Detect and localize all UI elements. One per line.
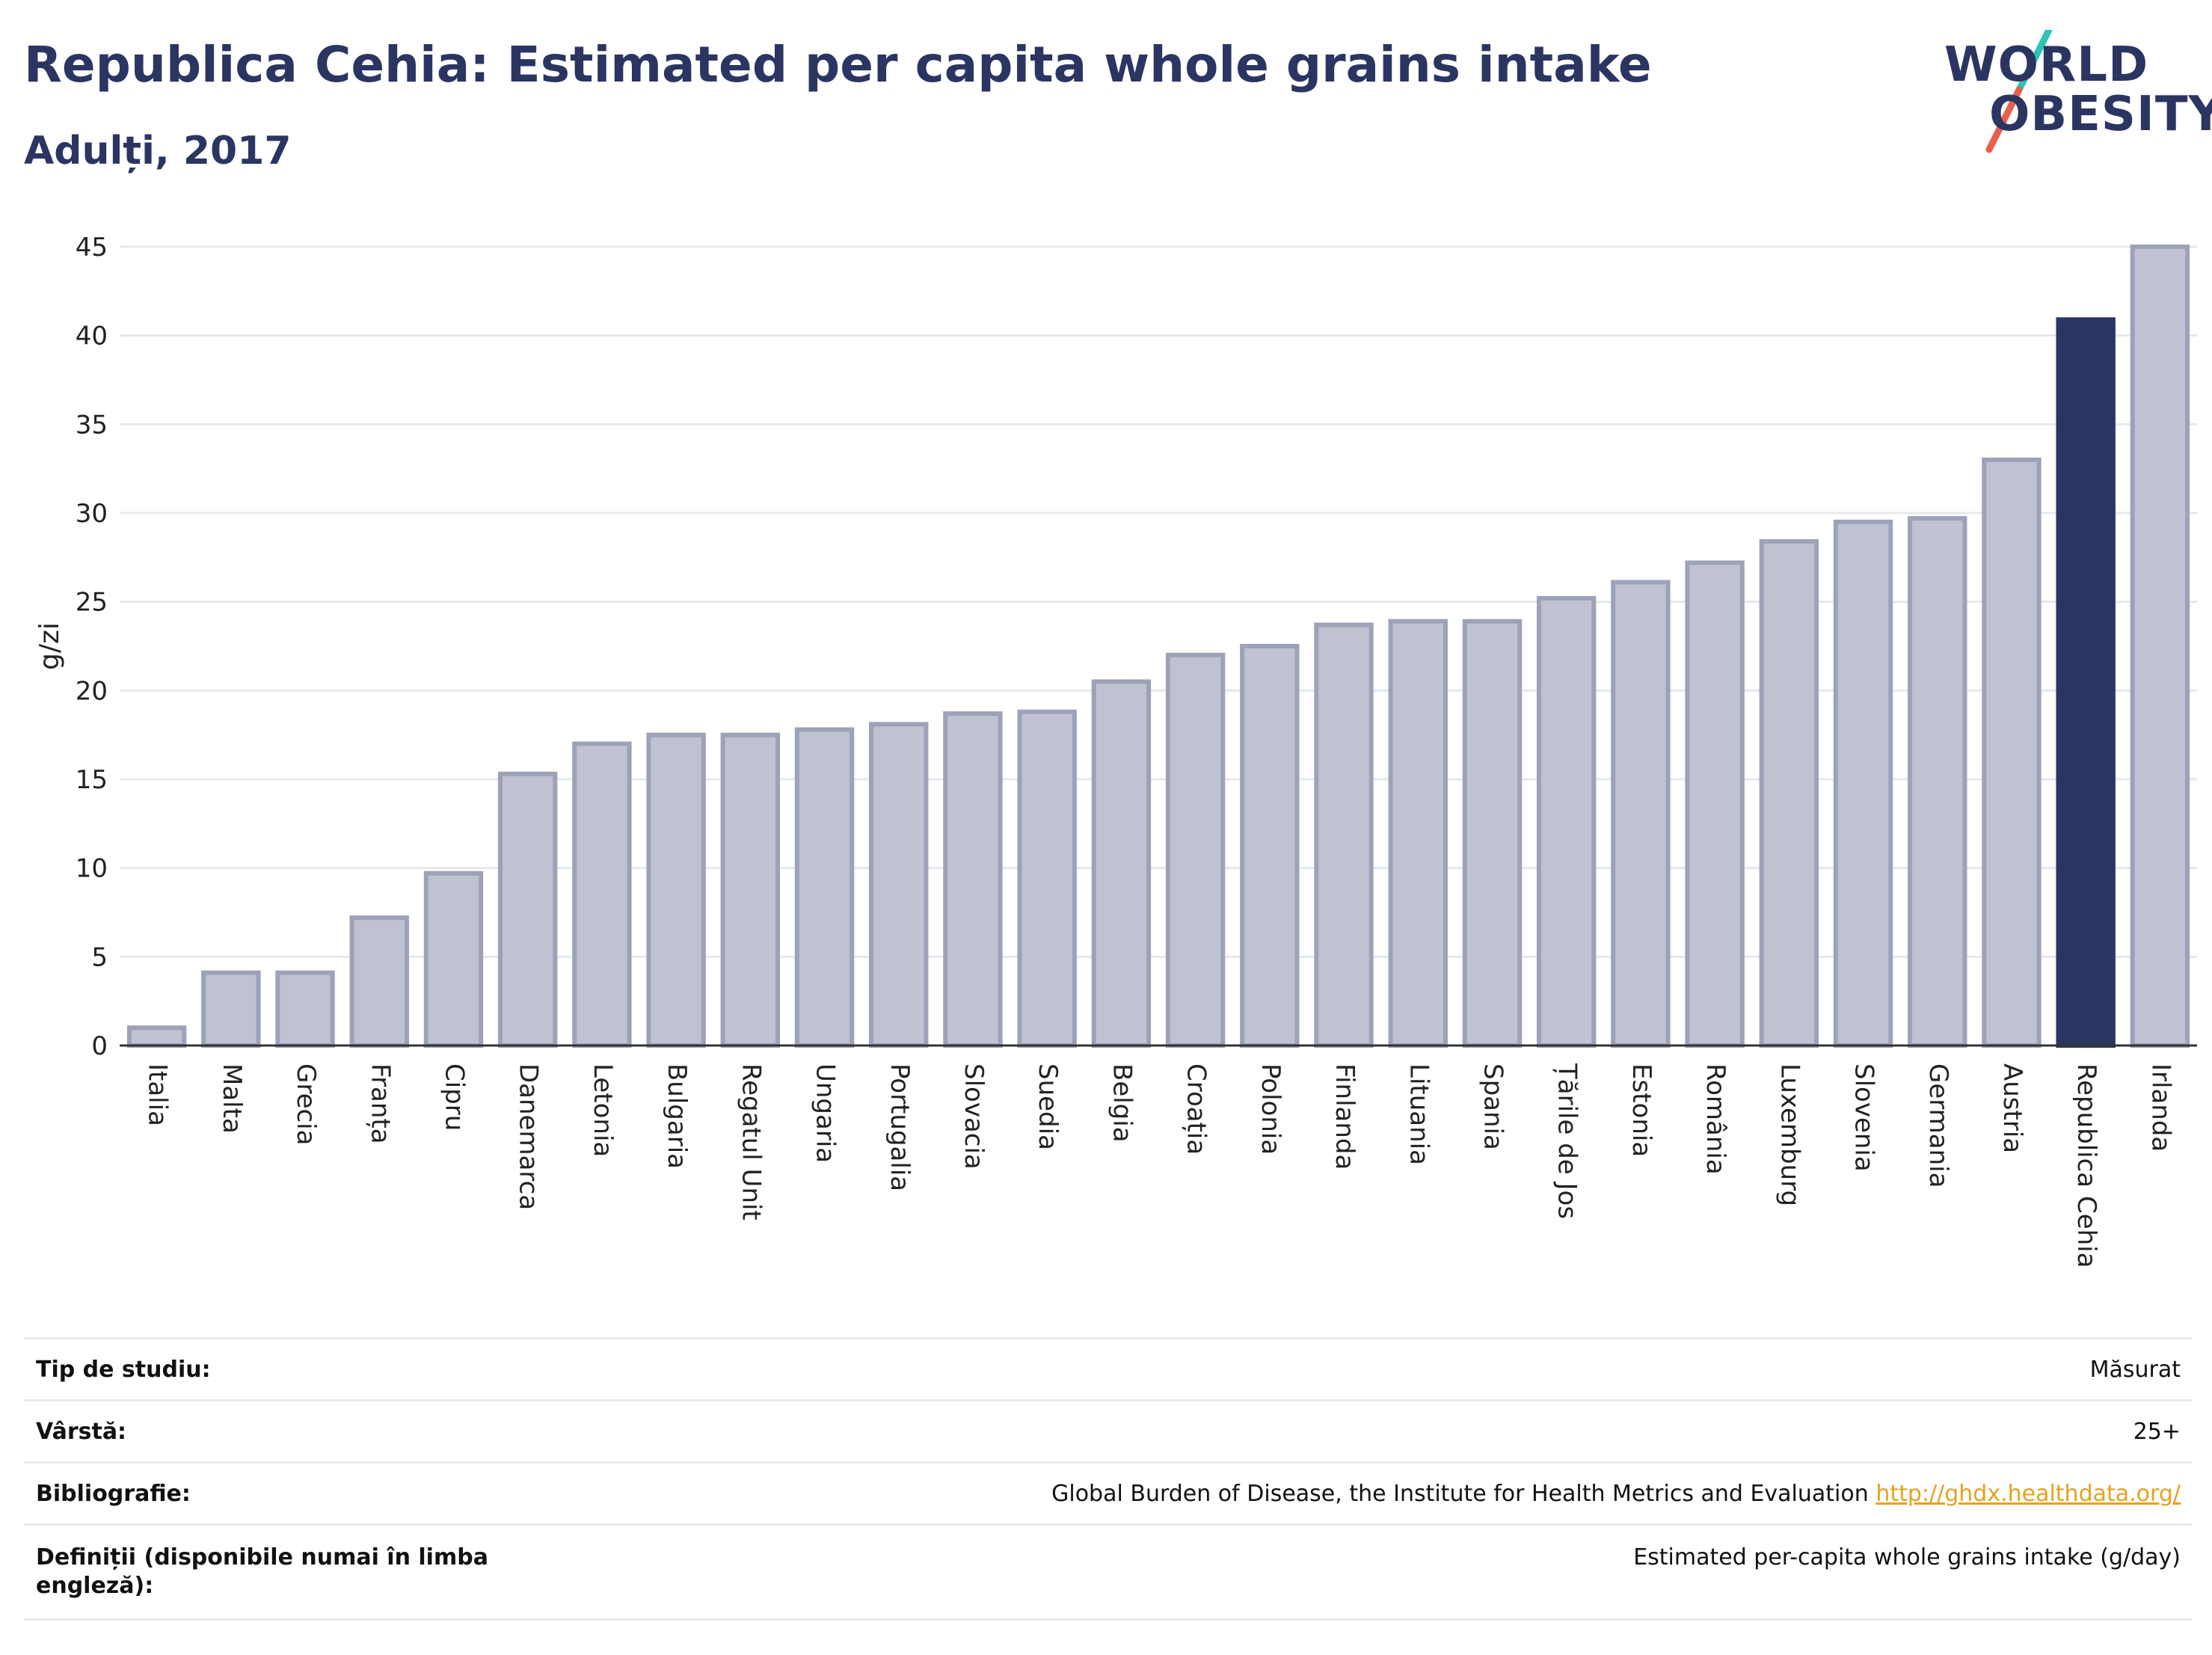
bar [646,732,706,1048]
x-tick-label: Spania [1478,1063,1508,1150]
logo-text-obesity: OBESITY [1989,87,2212,142]
info-label-age: Vârstă: [36,1419,127,1445]
info-value-bibliography: Global Burden of Disease, the Institute … [1051,1480,2181,1508]
x-tick-label: Suedia [1033,1063,1063,1150]
bar [1091,679,1152,1048]
info-value-definitions: Estimated per-capita whole grains intake… [1633,1544,2181,1570]
logo-text-world: WORLD [1944,37,2149,93]
y-tick-label: 5 [91,942,108,972]
x-tick-label: Grecia [291,1063,321,1145]
info-value-study-type: Măsurat [2089,1357,2181,1383]
bar [794,727,855,1048]
bar [349,915,409,1048]
x-tick-label: Țările de Jos [1552,1063,1582,1219]
x-tick-label: Germania [1923,1063,1953,1188]
x-tick-label: Republica Cehia [2071,1063,2101,1268]
x-tick-label: Estonia [1626,1063,1656,1157]
x-tick-label: Danemarca [514,1063,544,1210]
x-tick-label: Italia [143,1063,173,1126]
x-tick-label: Belgia [1107,1063,1137,1143]
x-tick-label: Austria [1997,1063,2027,1153]
bar [1833,519,1893,1048]
x-tick-label: Ungaria [811,1063,841,1163]
bar [497,771,558,1048]
bar [423,871,484,1048]
y-tick-label: 35 [76,410,108,440]
x-tick-label: Polonia [1256,1063,1285,1155]
bar [1240,644,1300,1048]
info-bottom-divider [24,1618,2193,1621]
y-tick-label: 25 [76,588,108,618]
world-obesity-logo: WORLD OBESITY [1944,30,2212,157]
x-tick-label: România [1701,1063,1730,1175]
bar [2130,245,2190,1048]
y-tick-label: 40 [76,322,108,351]
bibliography-link[interactable]: http://ghdx.healthdata.org/ [1875,1481,2181,1507]
x-tick-label: Finlanda [1330,1063,1360,1170]
chart-subtitle: Adulți, 2017 [24,129,292,174]
bar [275,970,335,1048]
x-tick-label: Irlanda [2145,1063,2175,1152]
bar [1611,580,1671,1048]
info-label-definitions: Definiții (disponibile numai în limba en… [36,1544,488,1599]
bar-chart: 0 5 10 15 20 25 30 35 40 45 g/zi Italia Malta Grecia F… [34,233,2197,1268]
bar [572,741,632,1048]
bar [869,722,929,1048]
info-row-study-type: Tip de studiu: Măsurat [24,1337,2193,1399]
x-tick-label: Portugalia [885,1063,915,1191]
x-tick-label: Regatul Unit [736,1063,766,1220]
x-tick-label: Franța [365,1063,395,1144]
bar [1388,618,1448,1048]
y-tick-label: 15 [76,765,108,795]
bar [1536,595,1597,1048]
x-tick-label: Letonia [588,1063,618,1157]
bar [720,732,781,1048]
y-tick-label: 45 [76,233,108,262]
y-tick-label: 0 [91,1031,108,1061]
info-table: Tip de studiu: Măsurat Vârstă: 25+ Bibli… [24,1337,2193,1621]
info-row-definitions: Definiții (disponibile numai în limba en… [24,1523,2193,1618]
bar [1908,516,1967,1048]
x-tick-label: Cipru [439,1063,469,1131]
bar [1685,560,1745,1048]
info-label-study-type: Tip de studiu: [36,1357,211,1383]
x-tick-label: Luxemburg [1775,1063,1804,1206]
bibliography-text: Global Burden of Disease, the Institute … [1051,1481,1869,1507]
info-row-age: Vârstă: 25+ [24,1399,2193,1461]
info-label-bibliography: Bibliografie: [36,1481,191,1507]
x-tick-label: Lituania [1404,1063,1434,1165]
bar [1982,457,2042,1048]
info-value-age: 25+ [2133,1419,2181,1445]
bar [1314,622,1374,1048]
bar [1017,709,1077,1048]
x-tick-label: Bulgaria [662,1063,692,1169]
x-tick-label: Slovacia [959,1063,989,1170]
bar [1759,538,1819,1048]
y-axis-label: g/zi [34,622,65,670]
bar [2056,317,2116,1048]
logo-slash-icon [1985,30,2053,153]
y-tick-label: 20 [76,676,108,706]
bar [201,970,261,1048]
y-tick-label: 30 [76,499,108,529]
chart-title: Republica Cehia: Estimated per capita wh… [24,36,1652,93]
bar [943,711,1003,1048]
bar [126,1025,187,1048]
bar [1462,618,1523,1048]
info-row-bibliography: Bibliografie: Global Burden of Disease, … [24,1461,2193,1523]
x-tick-label: Slovenia [1849,1063,1879,1172]
x-tick-label: Malta [217,1063,247,1134]
x-tick-label: Croația [1182,1063,1211,1155]
bar [1165,652,1226,1048]
y-tick-label: 10 [76,854,108,884]
